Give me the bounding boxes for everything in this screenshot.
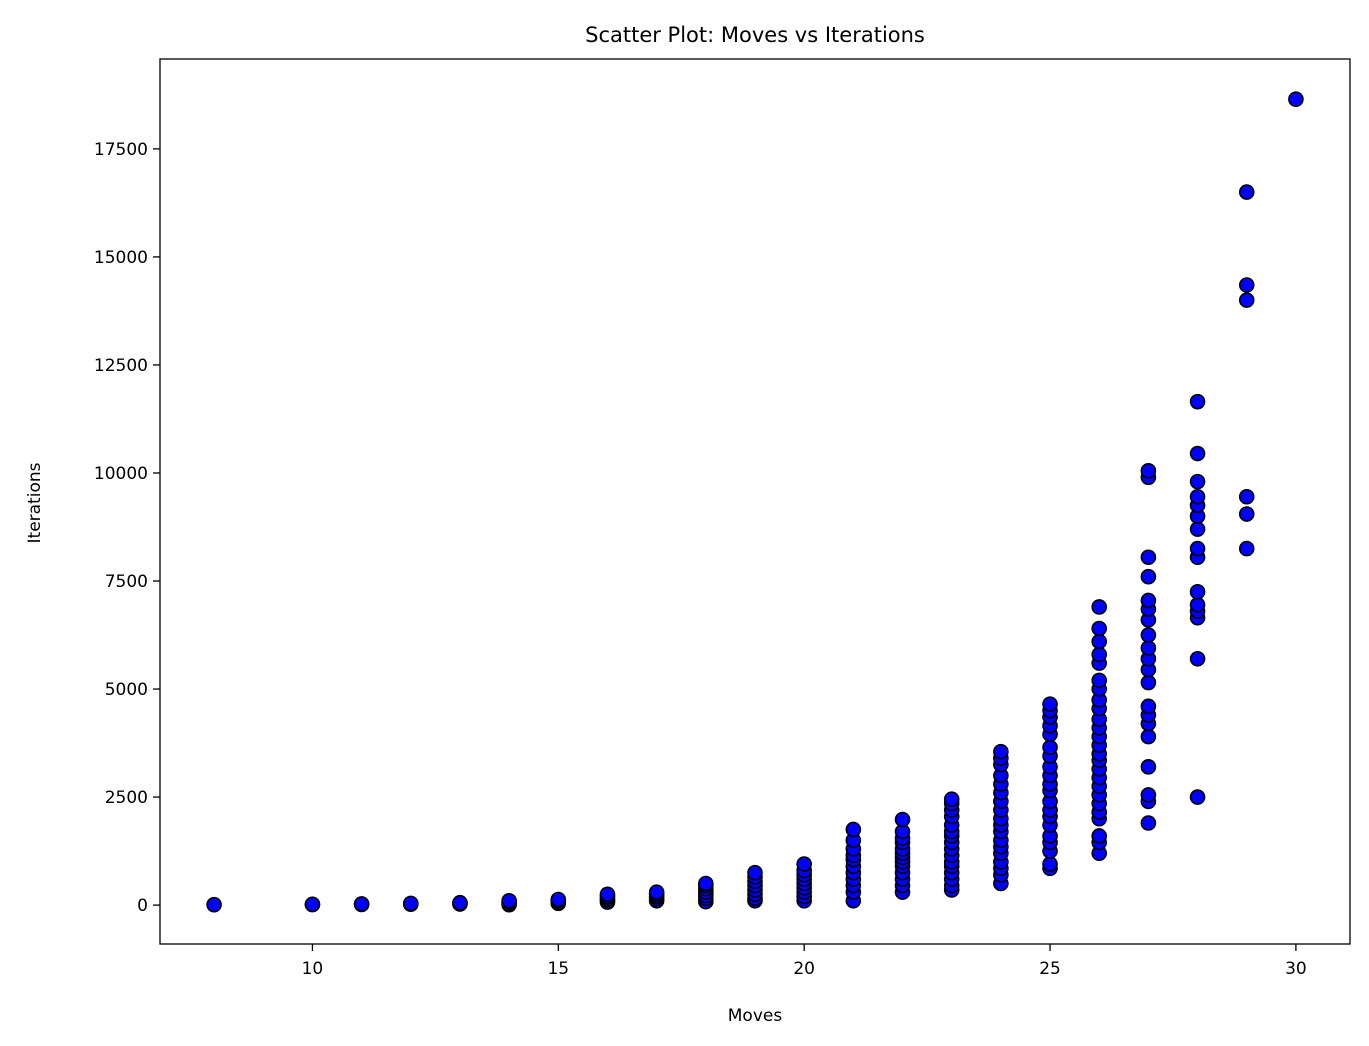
data-point bbox=[1140, 627, 1157, 643]
data-point bbox=[1189, 393, 1206, 410]
data-point bbox=[1140, 698, 1157, 715]
y-tick-label: 12500 bbox=[94, 356, 148, 376]
y-tick-label: 17500 bbox=[94, 140, 148, 160]
x-tick-label: 15 bbox=[547, 959, 569, 979]
data-point bbox=[1140, 674, 1157, 691]
data-point bbox=[1091, 620, 1108, 637]
data-point bbox=[353, 896, 370, 912]
data-point bbox=[1042, 739, 1058, 756]
data-point bbox=[1238, 277, 1255, 293]
data-point bbox=[1042, 696, 1058, 712]
data-point bbox=[599, 886, 616, 903]
data-point bbox=[1042, 856, 1058, 872]
data-point bbox=[648, 884, 665, 900]
data-point bbox=[1140, 815, 1157, 831]
data-point bbox=[1140, 592, 1157, 609]
data-point bbox=[1189, 596, 1206, 613]
data-point bbox=[206, 896, 222, 913]
x-tick-label: 20 bbox=[793, 959, 815, 979]
data-point bbox=[1091, 633, 1108, 650]
x-axis-label: Moves bbox=[728, 1006, 783, 1026]
y-tick-label: 7500 bbox=[105, 572, 148, 592]
data-point bbox=[1189, 540, 1206, 557]
data-point bbox=[402, 895, 419, 912]
data-point bbox=[1189, 584, 1206, 600]
axis-ticks: 10 15 20 25 30 0 2500 5000 7500 10000 12500 15000 17… bbox=[94, 140, 1307, 979]
data-point bbox=[1189, 789, 1206, 805]
data-point bbox=[1140, 549, 1157, 566]
data-point bbox=[1189, 521, 1206, 537]
data-point bbox=[1288, 91, 1304, 107]
data-point bbox=[1189, 473, 1206, 490]
y-tick-label: 0 bbox=[137, 896, 148, 916]
chart-title: Scatter Plot: Moves vs Iterations bbox=[585, 23, 925, 47]
data-point bbox=[845, 821, 862, 838]
data-point bbox=[1140, 568, 1157, 585]
data-point bbox=[894, 811, 911, 828]
data-point bbox=[1238, 506, 1255, 522]
data-point bbox=[1140, 640, 1157, 656]
data-point bbox=[1238, 292, 1255, 308]
data-point bbox=[1140, 728, 1157, 745]
x-tick-label: 25 bbox=[1039, 959, 1061, 979]
plot-frame bbox=[159, 58, 1351, 945]
data-point bbox=[550, 891, 567, 908]
data-point bbox=[1238, 184, 1255, 200]
data-point bbox=[1189, 445, 1206, 462]
y-tick-label: 2500 bbox=[105, 788, 148, 808]
data-points bbox=[206, 91, 1304, 913]
data-point bbox=[1091, 599, 1108, 615]
x-tick-label: 10 bbox=[302, 959, 324, 979]
data-point bbox=[1238, 540, 1255, 557]
data-point bbox=[993, 743, 1009, 760]
y-tick-label: 10000 bbox=[94, 464, 148, 484]
data-point bbox=[747, 864, 763, 881]
y-tick-label: 15000 bbox=[94, 248, 148, 268]
data-point bbox=[304, 896, 321, 913]
data-point bbox=[698, 875, 714, 892]
data-point bbox=[1091, 672, 1108, 689]
data-point bbox=[1140, 787, 1157, 803]
data-point bbox=[1140, 759, 1157, 775]
data-point bbox=[796, 856, 812, 872]
y-axis-label: Iterations bbox=[25, 462, 45, 543]
data-point bbox=[1091, 646, 1108, 663]
x-tick-label: 30 bbox=[1285, 959, 1307, 979]
data-point bbox=[1238, 488, 1255, 505]
data-point bbox=[1189, 650, 1206, 667]
data-point bbox=[1091, 828, 1108, 844]
data-point bbox=[1189, 488, 1206, 505]
data-point bbox=[501, 892, 517, 909]
y-tick-label: 5000 bbox=[105, 680, 148, 700]
data-point bbox=[943, 791, 960, 808]
data-point bbox=[1140, 463, 1157, 479]
data-point bbox=[452, 894, 468, 911]
